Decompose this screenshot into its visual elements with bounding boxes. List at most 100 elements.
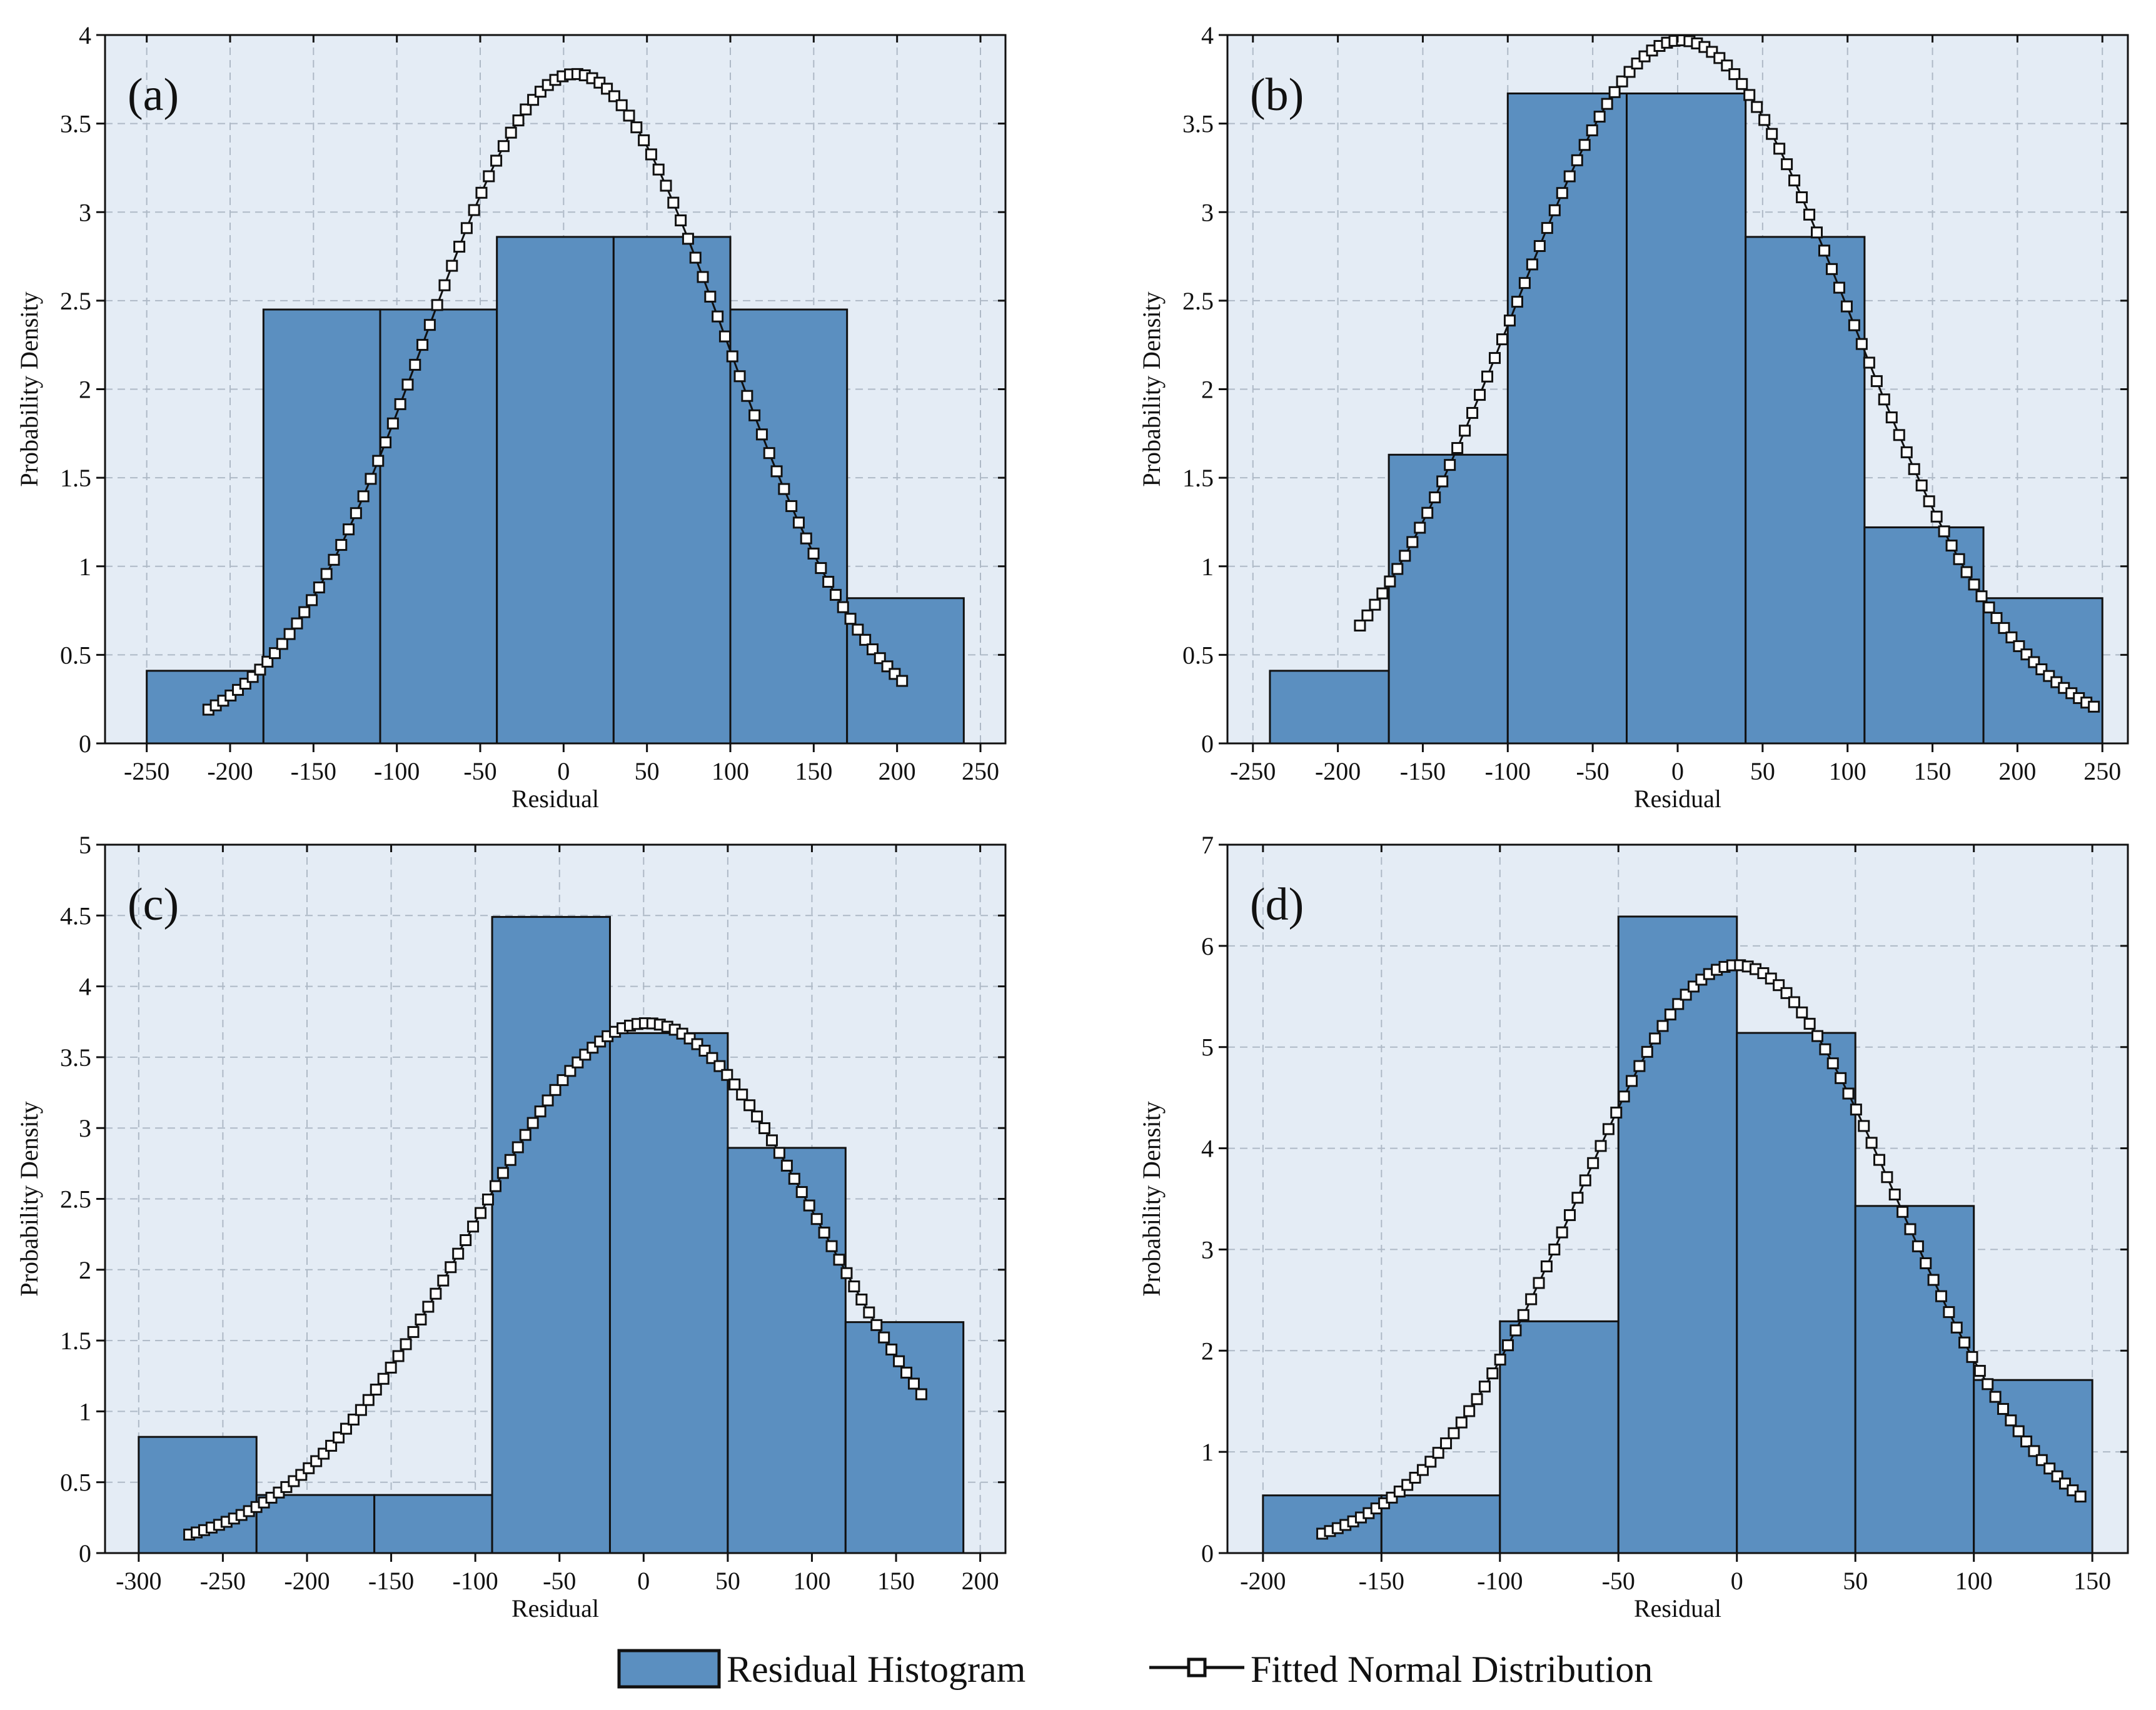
curve-marker xyxy=(792,516,805,529)
curve-marker xyxy=(283,628,296,640)
curve-marker xyxy=(1989,1391,2002,1403)
x-tick-label: -250 xyxy=(1230,757,1276,785)
curve-marker xyxy=(453,241,466,253)
x-tick-label: 50 xyxy=(1843,1567,1868,1595)
y-tick-label: 7 xyxy=(1201,831,1214,859)
curve-marker xyxy=(1908,463,1920,475)
curve-marker xyxy=(866,643,879,656)
curve-marker xyxy=(1616,75,1628,88)
histogram-bar xyxy=(1863,526,1985,745)
curve-marker xyxy=(350,507,362,520)
x-tick-label: 50 xyxy=(715,1567,740,1595)
curve-marker xyxy=(497,140,510,153)
curve-marker xyxy=(907,1377,920,1390)
curve-marker xyxy=(504,1154,516,1166)
curve-marker xyxy=(1818,244,1830,257)
y-axis-title: Probability Density xyxy=(15,1101,43,1296)
curve-marker xyxy=(885,1343,898,1355)
curve-marker xyxy=(1881,1171,1893,1184)
curve-marker xyxy=(313,581,325,594)
curve-marker xyxy=(1773,143,1786,155)
curve-marker xyxy=(1958,1336,1971,1349)
curve-marker xyxy=(652,163,665,176)
curve-marker xyxy=(1850,1104,1862,1116)
curve-marker xyxy=(638,134,650,146)
y-tick-label: 0 xyxy=(79,1539,91,1567)
curve-marker xyxy=(1968,578,1980,591)
curve-marker xyxy=(467,1220,480,1233)
y-tick-label: 1 xyxy=(79,1397,91,1426)
x-tick-label: -150 xyxy=(291,757,336,785)
x-tick-label: -200 xyxy=(207,757,253,785)
curve-marker xyxy=(1489,352,1501,365)
curve-marker xyxy=(519,1129,531,1141)
y-axis-title: Probability Density xyxy=(1137,1101,1166,1296)
curve-marker xyxy=(780,1159,793,1172)
curve-marker xyxy=(261,655,274,668)
curve-marker xyxy=(1602,1123,1614,1135)
y-tick-label: 2.5 xyxy=(60,287,91,315)
x-tick-label: -250 xyxy=(200,1567,246,1595)
curve-marker xyxy=(1950,1321,1963,1334)
fitted-curve-markers xyxy=(202,68,909,716)
curve-marker xyxy=(343,523,355,536)
curve-marker xyxy=(682,233,694,245)
curve-marker xyxy=(608,90,620,103)
curve-marker xyxy=(1533,1277,1545,1289)
curve-marker xyxy=(765,1134,778,1147)
curve-marker xyxy=(1517,1309,1529,1321)
curve-marker xyxy=(878,1331,890,1344)
curve-marker xyxy=(1633,1060,1646,1072)
curve-marker xyxy=(423,319,436,331)
x-tick-label: -150 xyxy=(1359,1567,1404,1595)
curve-marker xyxy=(489,1180,501,1192)
curve-marker xyxy=(1885,411,1898,424)
curve-marker xyxy=(1414,521,1426,534)
curve-marker xyxy=(1960,566,1973,578)
curve-marker xyxy=(377,1372,390,1385)
curve-marker xyxy=(1509,1324,1522,1337)
curve-marker xyxy=(1781,158,1793,171)
panels: -250 -200 -150 -100 -50 0 50 100 150 200 25000.511… xyxy=(15,21,2129,1622)
y-tick-label: 3.5 xyxy=(1182,110,1214,138)
histogram-bar xyxy=(729,308,849,745)
curve-marker xyxy=(829,588,842,601)
curve-marker xyxy=(1897,1205,1909,1218)
curve-marker xyxy=(1848,319,1860,331)
curve-marker xyxy=(704,290,717,303)
curve-marker xyxy=(542,1094,554,1107)
curve-marker xyxy=(1840,300,1853,313)
curve-marker xyxy=(460,222,473,234)
curve-marker xyxy=(407,1325,420,1338)
y-tick-label: 4.5 xyxy=(60,902,91,930)
curve-marker xyxy=(1796,191,1808,204)
y-tick-label: 3.5 xyxy=(60,110,91,138)
curve-marker xyxy=(1474,389,1486,401)
curve-marker xyxy=(460,1234,472,1247)
curve-marker xyxy=(415,1313,427,1325)
curve-marker xyxy=(1448,1427,1460,1439)
curve-marker xyxy=(736,1089,748,1101)
curve-marker xyxy=(1563,170,1576,183)
y-tick-label: 2.5 xyxy=(1182,287,1214,315)
curve-marker xyxy=(1463,1405,1476,1417)
curve-marker xyxy=(1915,479,1928,491)
curve-marker xyxy=(1471,1393,1483,1406)
y-tick-label: 4 xyxy=(1201,21,1214,49)
curve-marker xyxy=(365,473,377,485)
curve-marker xyxy=(795,1186,808,1199)
curve-marker xyxy=(1496,333,1508,346)
curve-marker xyxy=(512,114,525,127)
curve-marker xyxy=(1432,1447,1444,1459)
legend-curve-marker xyxy=(1187,1657,1207,1677)
x-tick-label: 100 xyxy=(1955,1567,1993,1595)
curve-marker xyxy=(1376,587,1389,600)
curve-marker xyxy=(785,500,798,512)
histogram-bar xyxy=(373,1494,493,1554)
curve-marker xyxy=(409,358,421,371)
histogram-bar xyxy=(262,308,381,745)
curve-marker xyxy=(818,1226,830,1239)
curve-marker xyxy=(645,148,657,161)
curve-marker xyxy=(549,1084,562,1096)
curve-marker xyxy=(770,465,783,478)
